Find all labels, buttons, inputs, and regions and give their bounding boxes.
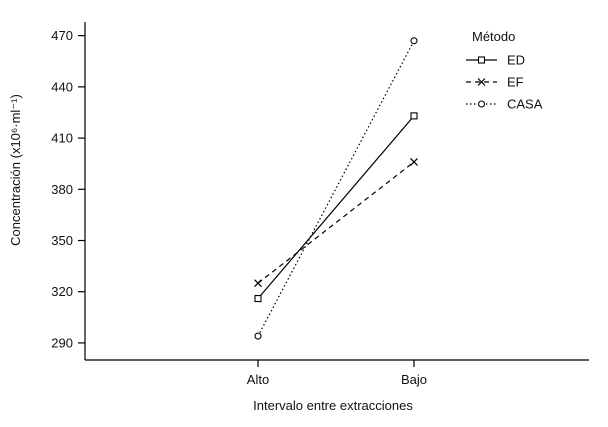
legend-marker xyxy=(477,100,486,108)
legend-item-casa: CASA xyxy=(466,97,543,112)
x-ticks: Alto Bajo xyxy=(247,360,427,387)
x-tick-label: Bajo xyxy=(401,372,427,387)
series-ed xyxy=(254,112,418,303)
legend-title: Método xyxy=(472,29,515,44)
legend-item-ed: ED xyxy=(466,53,525,68)
legend-label: EF xyxy=(507,75,524,90)
data-point-ef xyxy=(410,158,418,166)
data-point-casa xyxy=(254,332,262,340)
y-tick-label: 350 xyxy=(51,233,73,248)
legend-item-ef: EF xyxy=(466,75,524,90)
data-point-casa xyxy=(410,37,418,45)
data-point-ef xyxy=(254,279,262,288)
y-tick-label: 410 xyxy=(51,131,73,146)
series-line-ef xyxy=(257,161,415,284)
y-tick-label: 440 xyxy=(51,79,73,94)
x-tick-label: Alto xyxy=(247,372,269,387)
y-ticks: 290 320 350 380 410 440 470 xyxy=(51,28,85,350)
series-layer xyxy=(254,37,418,340)
y-tick-label: 290 xyxy=(51,335,73,350)
y-tick-label: 320 xyxy=(51,284,73,299)
data-point-ed xyxy=(254,294,262,303)
y-tick-label: 470 xyxy=(51,28,73,43)
series-casa xyxy=(254,37,418,340)
data-point-ed xyxy=(410,112,418,120)
series-line-ed xyxy=(257,115,415,299)
axes xyxy=(84,22,589,361)
legend-label: ED xyxy=(507,53,525,68)
y-tick-label: 380 xyxy=(51,182,73,197)
y-axis-title: Concentración (x10⁶·ml⁻¹) xyxy=(8,94,23,246)
legend-label: CASA xyxy=(507,97,543,112)
legend: Método ED EF CASA xyxy=(466,29,543,112)
series-ef xyxy=(254,158,418,288)
legend-items: ED EF CASA xyxy=(466,53,543,112)
x-axis-title: Intervalo entre extracciones xyxy=(253,398,413,413)
series-line-casa xyxy=(257,40,415,337)
legend-marker xyxy=(477,56,486,64)
legend-marker xyxy=(477,78,486,86)
